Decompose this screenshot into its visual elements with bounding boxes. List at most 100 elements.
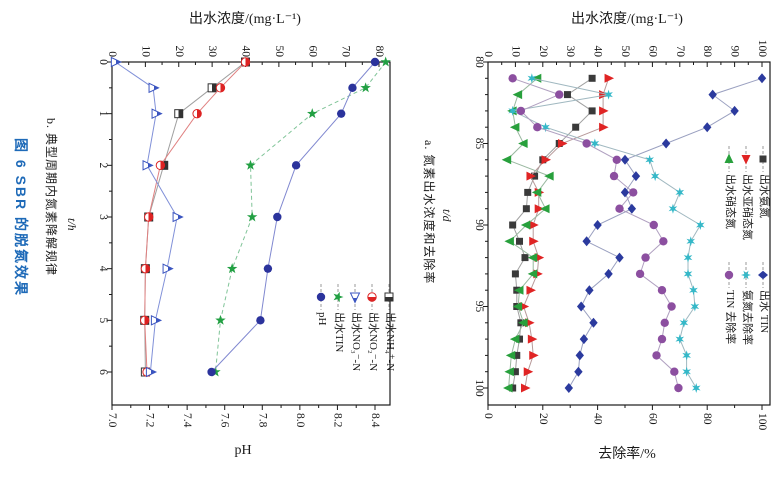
series-tin_e [564, 73, 767, 393]
svg-text:20: 20 [537, 46, 549, 58]
tin_removal-legend-marker-icon [725, 262, 734, 288]
series-nh4 [140, 57, 250, 377]
legend-item-label: 出水NO₂⁻-N [367, 312, 379, 372]
legend-item-label: 出水硝态氮 [724, 174, 736, 229]
svg-text:30: 30 [564, 46, 576, 58]
svg-text:100: 100 [756, 40, 768, 58]
right-chart-legend-concentrations: 出水氨氮 出水亚硝态氮 出水硝态氮 [721, 146, 772, 240]
nh3-legend-marker-icon [760, 146, 767, 172]
svg-text:60: 60 [646, 46, 658, 58]
legend-item-nh3_removal: 氨氮去除率 [738, 262, 755, 345]
svg-text:50: 50 [273, 46, 285, 58]
svg-text:90: 90 [729, 46, 741, 58]
right-chart-bottom-axis-title: 去除率/% [598, 447, 656, 462]
svg-text:7.4: 7.4 [181, 413, 193, 428]
svg-text:0: 0 [97, 59, 109, 65]
legend-item-ph: pH [313, 284, 330, 371]
legend-item-no2: 出水NO₂⁻-N [364, 284, 381, 371]
svg-text:3: 3 [97, 214, 109, 220]
series-no2e [519, 73, 615, 393]
chart-cycle: 0 10 20 30 40 50 60 70 807.0 7.2 7.4 7.6 7.8 8.0 8.2 8.… [97, 46, 391, 428]
svg-text:0: 0 [482, 413, 494, 419]
left-chart-legend: 出水NH₄⁺-N 出水NO₂⁻-N 出水NO₃⁻-N 出水TIN pH [313, 284, 398, 371]
legend-item-label: 出水氨氮 [758, 174, 770, 218]
svg-text:40: 40 [592, 46, 604, 58]
svg-text:8.2: 8.2 [331, 413, 343, 428]
svg-text:90: 90 [473, 219, 485, 231]
svg-text:0: 0 [106, 51, 118, 57]
svg-text:60: 60 [646, 413, 658, 425]
legend-item-label: 出水TIN [333, 312, 345, 353]
caption-subfigure-a: a. 氮素出水浓度和去除率 [422, 140, 436, 285]
svg-text:100: 100 [473, 379, 485, 397]
left-chart-y-axis-label: t/h [65, 218, 79, 231]
svg-text:40: 40 [592, 413, 604, 425]
svg-text:60: 60 [306, 46, 318, 58]
svg-text:95: 95 [473, 301, 485, 313]
series-ph [207, 57, 380, 377]
right-chart-y-axis-label: t/d [440, 209, 454, 222]
svg-text:7.2: 7.2 [144, 413, 156, 428]
svg-text:4: 4 [97, 266, 109, 272]
no2e-legend-marker-icon [742, 146, 751, 172]
legend-item-label: 氨氮去除率 [741, 290, 753, 345]
legend-item-label: 出水 TIN [758, 290, 770, 334]
tin_e-legend-marker-icon [758, 262, 769, 288]
no3e-legend-marker-icon [725, 146, 734, 172]
svg-text:40: 40 [240, 46, 252, 58]
svg-text:70: 70 [340, 46, 352, 58]
legend-item-nh4: 出水NH₄⁺-N [381, 284, 398, 371]
caption-subfigure-b: b. 典型周期内氮素降解规律 [44, 118, 58, 277]
svg-text:7.6: 7.6 [219, 413, 231, 428]
nh3_removal-legend-marker-icon [741, 262, 752, 288]
series-no3 [110, 56, 184, 378]
no3-legend-marker-icon [350, 284, 361, 310]
legend-item-label: TIN 去除率 [724, 290, 736, 345]
svg-text:1: 1 [97, 111, 109, 117]
legend-item-tin_removal: TIN 去除率 [721, 262, 738, 345]
series-no2 [140, 57, 251, 377]
svg-text:10: 10 [139, 46, 151, 58]
svg-text:100: 100 [756, 413, 768, 431]
svg-text:0: 0 [482, 51, 494, 57]
legend-item-tin_e: 出水 TIN [755, 262, 772, 345]
legend-item-tin: 出水TIN [330, 284, 347, 371]
right-chart-legend-rates: 出水 TIN 氨氮去除率 TIN 去除率 [721, 262, 772, 345]
legend-item-label: 出水NO₃⁻-N [350, 312, 362, 372]
legend-item-no3: 出水NO₃⁻-N [347, 284, 364, 371]
figure-caption: 图 6 SBR 的脱氮效果 [13, 138, 29, 298]
svg-text:7.0: 7.0 [106, 413, 118, 428]
svg-text:8.4: 8.4 [369, 413, 381, 428]
no2-legend-marker-icon [367, 284, 378, 310]
svg-text:8.0: 8.0 [294, 413, 306, 428]
left-chart-top-axis-title: 出水浓度/(mg·L⁻¹) [189, 12, 301, 27]
svg-text:85: 85 [473, 138, 485, 150]
svg-text:80: 80 [473, 56, 485, 68]
legend-item-label: 出水NH₄⁺-N [384, 312, 396, 372]
svg-text:6: 6 [97, 369, 109, 375]
series-no3e [501, 73, 554, 393]
svg-text:80: 80 [701, 46, 713, 58]
left-chart-bottom-axis-title: pH [234, 443, 252, 458]
svg-text:70: 70 [674, 46, 686, 58]
legend-item-label: 出水亚硝态氮 [741, 174, 753, 240]
svg-text:5: 5 [97, 317, 109, 323]
legend-item-no3e: 出水硝态氮 [721, 146, 738, 240]
svg-text:50: 50 [619, 46, 631, 58]
svg-text:80: 80 [701, 413, 713, 425]
svg-text:80: 80 [373, 46, 385, 58]
series-tin_removal [508, 74, 683, 393]
svg-text:2: 2 [97, 162, 109, 168]
chart-longterm: 0 10 20 30 40 50 60 70 80 90 100 0 20 40 60 80 100 80 85 90… [473, 40, 771, 431]
legend-item-no2e: 出水亚硝态氮 [738, 146, 755, 240]
svg-text:20: 20 [537, 413, 549, 425]
nh4-legend-marker-icon [385, 284, 394, 310]
svg-text:10: 10 [509, 46, 521, 58]
right-chart-top-axis-title: 出水浓度/(mg·L⁻¹) [571, 12, 683, 27]
svg-text:30: 30 [206, 46, 218, 58]
svg-text:20: 20 [173, 46, 185, 58]
series-nh3_removal [508, 73, 705, 393]
tin-legend-marker-icon [334, 284, 344, 310]
